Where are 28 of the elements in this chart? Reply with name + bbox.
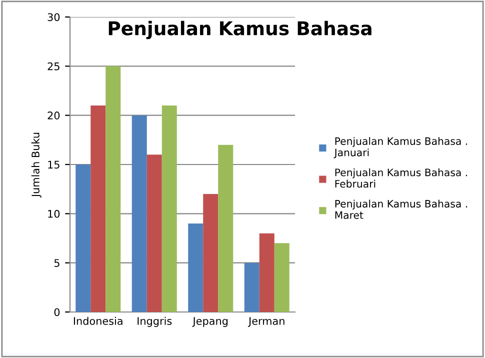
bar xyxy=(218,144,234,312)
y-tick-label: 20 xyxy=(48,112,60,120)
bar xyxy=(76,164,91,312)
x-tick-label: Inggris xyxy=(138,316,172,327)
legend-label: Penjualan Kamus Bahasa . Maret xyxy=(335,200,468,219)
y-tick-label: 25 xyxy=(48,62,60,70)
chart-title: Penjualan Kamus Bahasa xyxy=(108,20,372,40)
x-tick-label: Indonesia xyxy=(74,316,122,325)
bar xyxy=(162,106,177,312)
y-tick-label: 15 xyxy=(48,160,60,169)
y-tick-label: 30 xyxy=(48,13,60,22)
bar xyxy=(146,154,162,312)
bar xyxy=(188,224,204,312)
bar xyxy=(106,66,121,312)
bar xyxy=(274,243,290,312)
bar xyxy=(203,194,218,312)
bar xyxy=(259,233,274,312)
x-tick-label: Jepang xyxy=(192,317,228,327)
legend-label: Penjualan Kamus Bahasa . Januari xyxy=(334,137,468,158)
bar xyxy=(90,106,106,312)
x-tick-label: Jerman xyxy=(248,317,284,327)
bar xyxy=(132,115,147,312)
bar xyxy=(244,262,260,312)
y-tick-label: 10 xyxy=(48,210,60,218)
y-tick-label: 5 xyxy=(54,259,60,267)
y-axis-title: Jumlah Buku xyxy=(31,132,42,198)
y-tick-label: 0 xyxy=(54,308,60,316)
legend-label: Penjualan Kamus Bahasa . Februari xyxy=(335,168,468,188)
